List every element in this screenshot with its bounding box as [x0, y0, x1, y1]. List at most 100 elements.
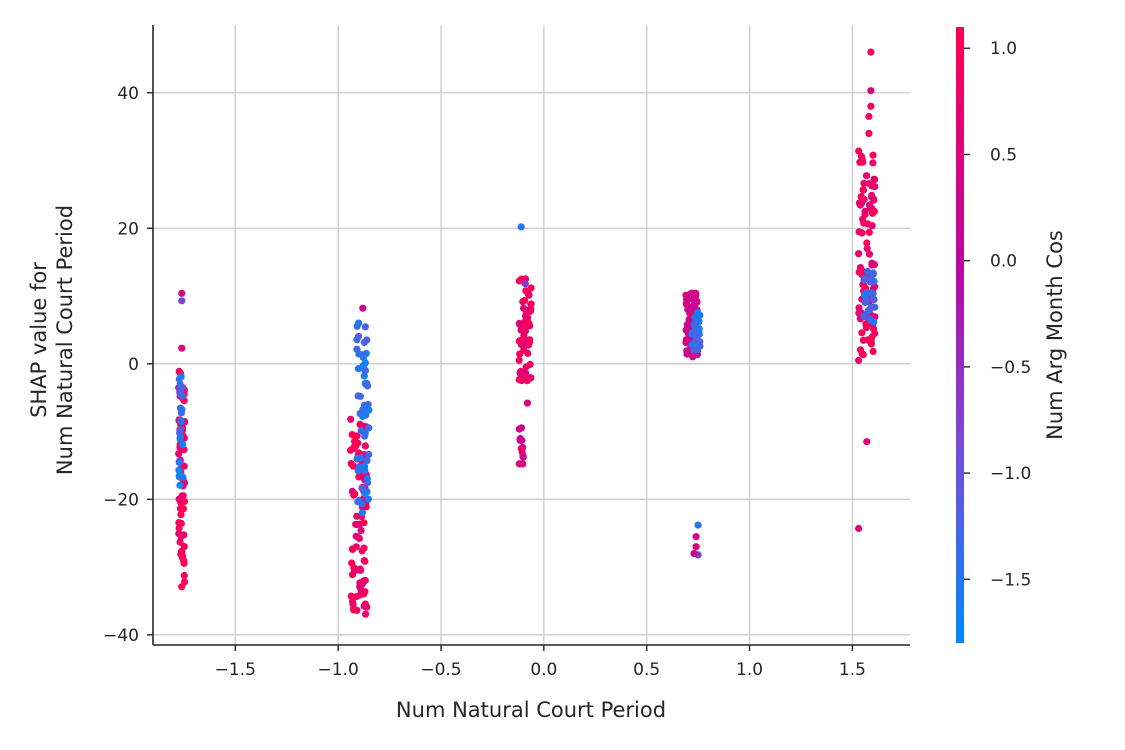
scatter-point	[176, 435, 184, 443]
scatter-point	[355, 473, 363, 481]
scatter-point	[361, 462, 369, 471]
scatter-point	[178, 344, 186, 352]
scatter-point	[175, 519, 183, 527]
y-tick-label: 40	[117, 84, 139, 104]
x-axis-label: Num Natural Court Period	[396, 698, 666, 722]
scatter-point	[860, 291, 869, 299]
scatter-point	[871, 329, 879, 337]
scatter-point	[517, 444, 525, 453]
scatter-point	[178, 553, 186, 562]
scatter-point	[359, 304, 367, 312]
scatter-point	[354, 392, 362, 400]
scatter-point	[521, 280, 529, 288]
x-tick-label: 1.5	[839, 660, 866, 680]
scatter-point	[361, 442, 369, 450]
scatter-point	[517, 223, 525, 231]
scatter-point	[863, 244, 871, 253]
scatter-point	[869, 347, 877, 355]
scatter-point	[694, 309, 702, 317]
scatter-point	[176, 426, 185, 434]
scatter-point	[519, 451, 527, 460]
axes	[152, 25, 910, 646]
scatter-point	[869, 270, 877, 278]
x-tick-label: 1.0	[736, 660, 763, 680]
scatter-point	[862, 320, 870, 328]
scatter-point	[350, 491, 358, 499]
scatter-point	[859, 336, 868, 344]
scatter-point	[516, 369, 524, 377]
scatter-point	[353, 592, 361, 601]
scatter-point	[523, 373, 531, 381]
scatter-point	[859, 351, 867, 359]
scatter-point	[869, 159, 877, 167]
scatter-point	[867, 48, 875, 56]
scatter-point	[355, 319, 363, 327]
scatter-point	[858, 155, 866, 163]
colorbar-tick-label: 1.0	[990, 39, 1017, 59]
colorbar-tick-label: −1.0	[990, 464, 1031, 484]
scatter-point	[350, 606, 358, 614]
scatter-point	[176, 538, 184, 546]
y-tick-label: 20	[117, 219, 139, 239]
scatter-point	[178, 297, 186, 305]
scatter-point	[867, 278, 875, 286]
scatter-point	[690, 328, 699, 336]
scatter-point	[347, 415, 355, 423]
scatter-point	[361, 489, 369, 498]
scatter-point	[862, 172, 871, 180]
scatter-point	[361, 366, 370, 375]
colorbar-ticks: −1.5 −1.0 −0.5 0.0 0.5 1.0	[964, 39, 1031, 590]
y-tick-label: −40	[103, 626, 139, 646]
axis-ticks: −1.5 −1.0 −0.5 0.0 0.5 1.0 1.5 −40 −20 0 20 40	[103, 84, 866, 680]
scatter-point	[522, 311, 531, 319]
y-axis-label-line2: Num Natural Court Period	[53, 205, 77, 475]
scatter-point	[352, 532, 360, 540]
scatter-point	[363, 336, 371, 344]
scatter-point	[353, 512, 361, 520]
scatter-point	[525, 338, 534, 346]
scatter-point	[690, 549, 698, 558]
scatter-point	[868, 222, 876, 230]
scatter-point	[177, 532, 185, 541]
scatter-point	[858, 199, 866, 207]
scatter-point	[516, 350, 524, 358]
scatter-point	[870, 207, 879, 215]
scatter-point	[349, 600, 357, 608]
colorbar-label: Num Arg Month Cos	[1043, 230, 1067, 440]
scatter-point	[354, 498, 362, 506]
scatter-point	[178, 289, 186, 297]
scatter-point	[358, 509, 366, 517]
scatter-point	[515, 319, 523, 327]
scatter-point	[357, 586, 365, 594]
scatter-point	[364, 400, 372, 409]
scatter-point	[861, 298, 869, 307]
scatter-point	[363, 457, 371, 465]
scatter-point	[859, 186, 867, 194]
scatter-point	[176, 471, 184, 479]
scatter-point	[855, 250, 863, 258]
x-tick-label: −1.0	[317, 660, 358, 680]
scatter-point	[871, 176, 879, 184]
scatter-point	[361, 323, 369, 331]
scatter-point	[867, 289, 875, 297]
colorbar-tick-label: −1.5	[990, 570, 1031, 590]
scatter-point	[860, 219, 868, 227]
scatter-point	[354, 566, 362, 574]
scatter-point	[362, 610, 370, 618]
scatter-point	[351, 442, 360, 450]
scatter-point	[179, 505, 187, 513]
scatter-point	[863, 239, 871, 247]
scatter-point	[527, 284, 535, 292]
scatter-point	[689, 302, 697, 310]
scatter-point	[364, 382, 372, 390]
scatter-point	[522, 363, 530, 371]
scatter-point	[690, 295, 698, 303]
scatter-point	[868, 182, 876, 190]
colorbar-gradient	[956, 27, 964, 643]
x-tick-label: 0.5	[633, 660, 660, 680]
scatter-point	[353, 521, 361, 529]
scatter-point	[354, 467, 362, 475]
scatter-point	[175, 458, 183, 466]
scatter-point	[179, 492, 187, 500]
y-tick-label: 0	[128, 355, 139, 375]
